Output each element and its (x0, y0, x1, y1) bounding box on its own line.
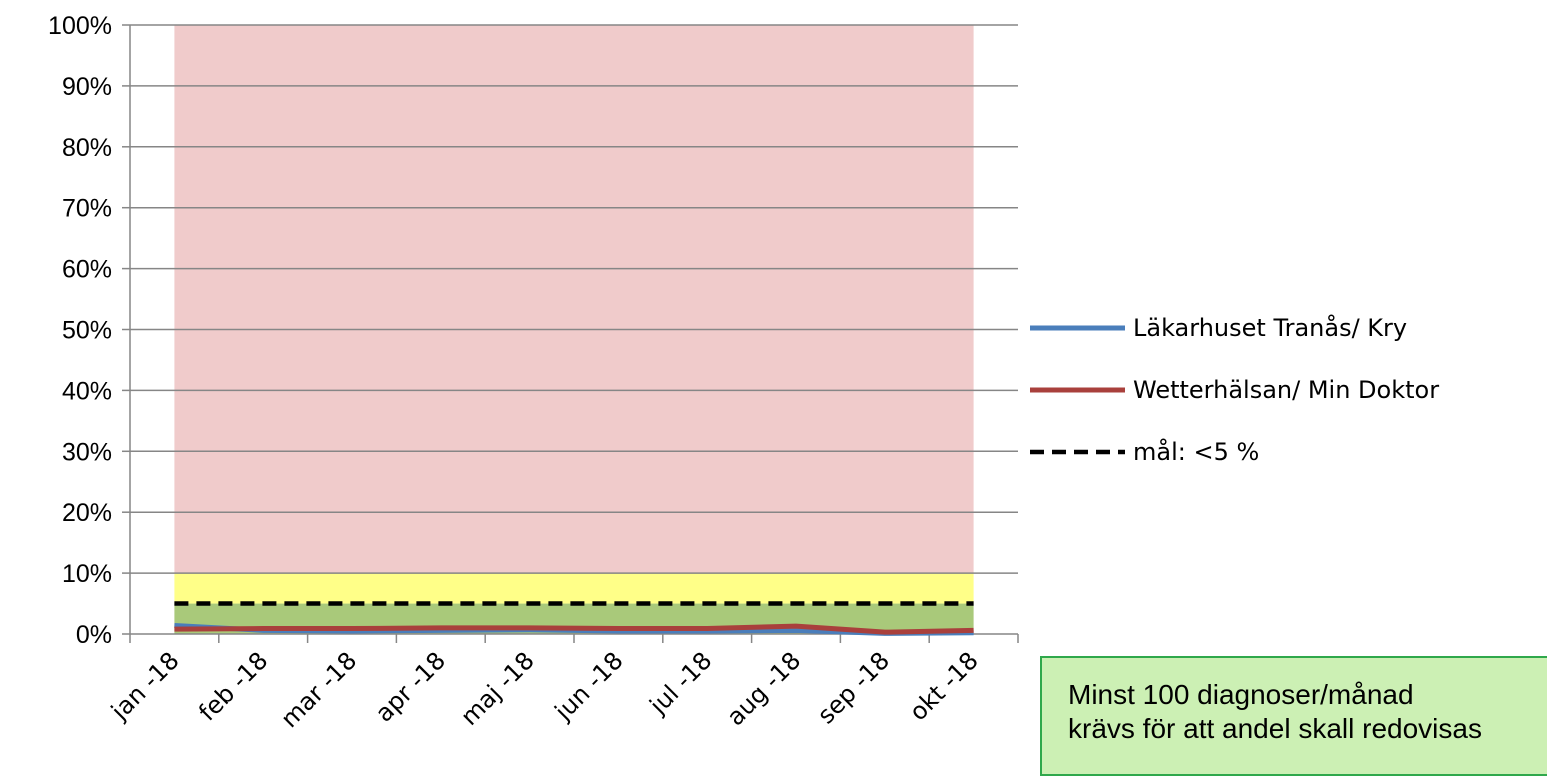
x-tick-label: aug -18 (721, 646, 806, 731)
background-bands (174, 25, 974, 634)
series-line-wetterh-lsan-min-doktor (174, 623, 974, 635)
y-tick-labels: 0% 10% 20% 30% 40% 50% 60% 70% 80% 90% 100% (48, 12, 112, 649)
series-lines (174, 601, 974, 636)
x-tick-label: okt -18 (904, 646, 984, 726)
legend: Läkarhuset Tranås/ Kry Wetterhälsan/ Min … (1030, 313, 1439, 466)
y-tick-label: 40% (62, 377, 112, 405)
x-tick-labels: jan -18 feb -18 mar -18 apr -18 maj -18 jun -… (105, 646, 984, 733)
x-tick-label: jan -18 (105, 646, 184, 725)
y-tick-label: 100% (48, 12, 112, 40)
y-tick-label: 20% (62, 499, 112, 527)
x-tick-label: maj -18 (455, 646, 540, 731)
y-tick-label: 10% (62, 560, 112, 588)
y-tick-label: 0% (76, 621, 112, 649)
background-band-3 (174, 25, 974, 574)
x-tick-label: mar -18 (275, 646, 362, 733)
x-tick-label: jul -18 (644, 646, 718, 720)
x-tick-label: jun -18 (549, 646, 629, 726)
legend-entry: Wetterhälsan/ Min Doktor (1133, 376, 1439, 404)
note-box: Minst 100 diagnoser/månad krävs för att … (1040, 656, 1547, 776)
legend-entry: Läkarhuset Tranås/ Kry (1133, 313, 1407, 342)
x-tick-label: sep -18 (812, 646, 895, 729)
gridlines (122, 24, 1018, 635)
y-tick-label: 30% (62, 438, 112, 466)
y-tick-label: 50% (62, 317, 112, 345)
note-line-2: krävs för att andel skall redovisas (1068, 713, 1482, 744)
y-tick-label: 90% (62, 73, 112, 101)
note-line-1: Minst 100 diagnoser/månad (1068, 679, 1414, 710)
y-tick-label: 60% (62, 256, 112, 284)
x-tick-label: apr -18 (370, 646, 451, 727)
y-tick-label: 80% (62, 134, 112, 162)
background-band-2 (174, 573, 974, 604)
legend-entry: mål: <5 % (1133, 437, 1259, 466)
x-tick-label: feb -18 (193, 646, 273, 726)
y-tick-label: 70% (62, 195, 112, 223)
